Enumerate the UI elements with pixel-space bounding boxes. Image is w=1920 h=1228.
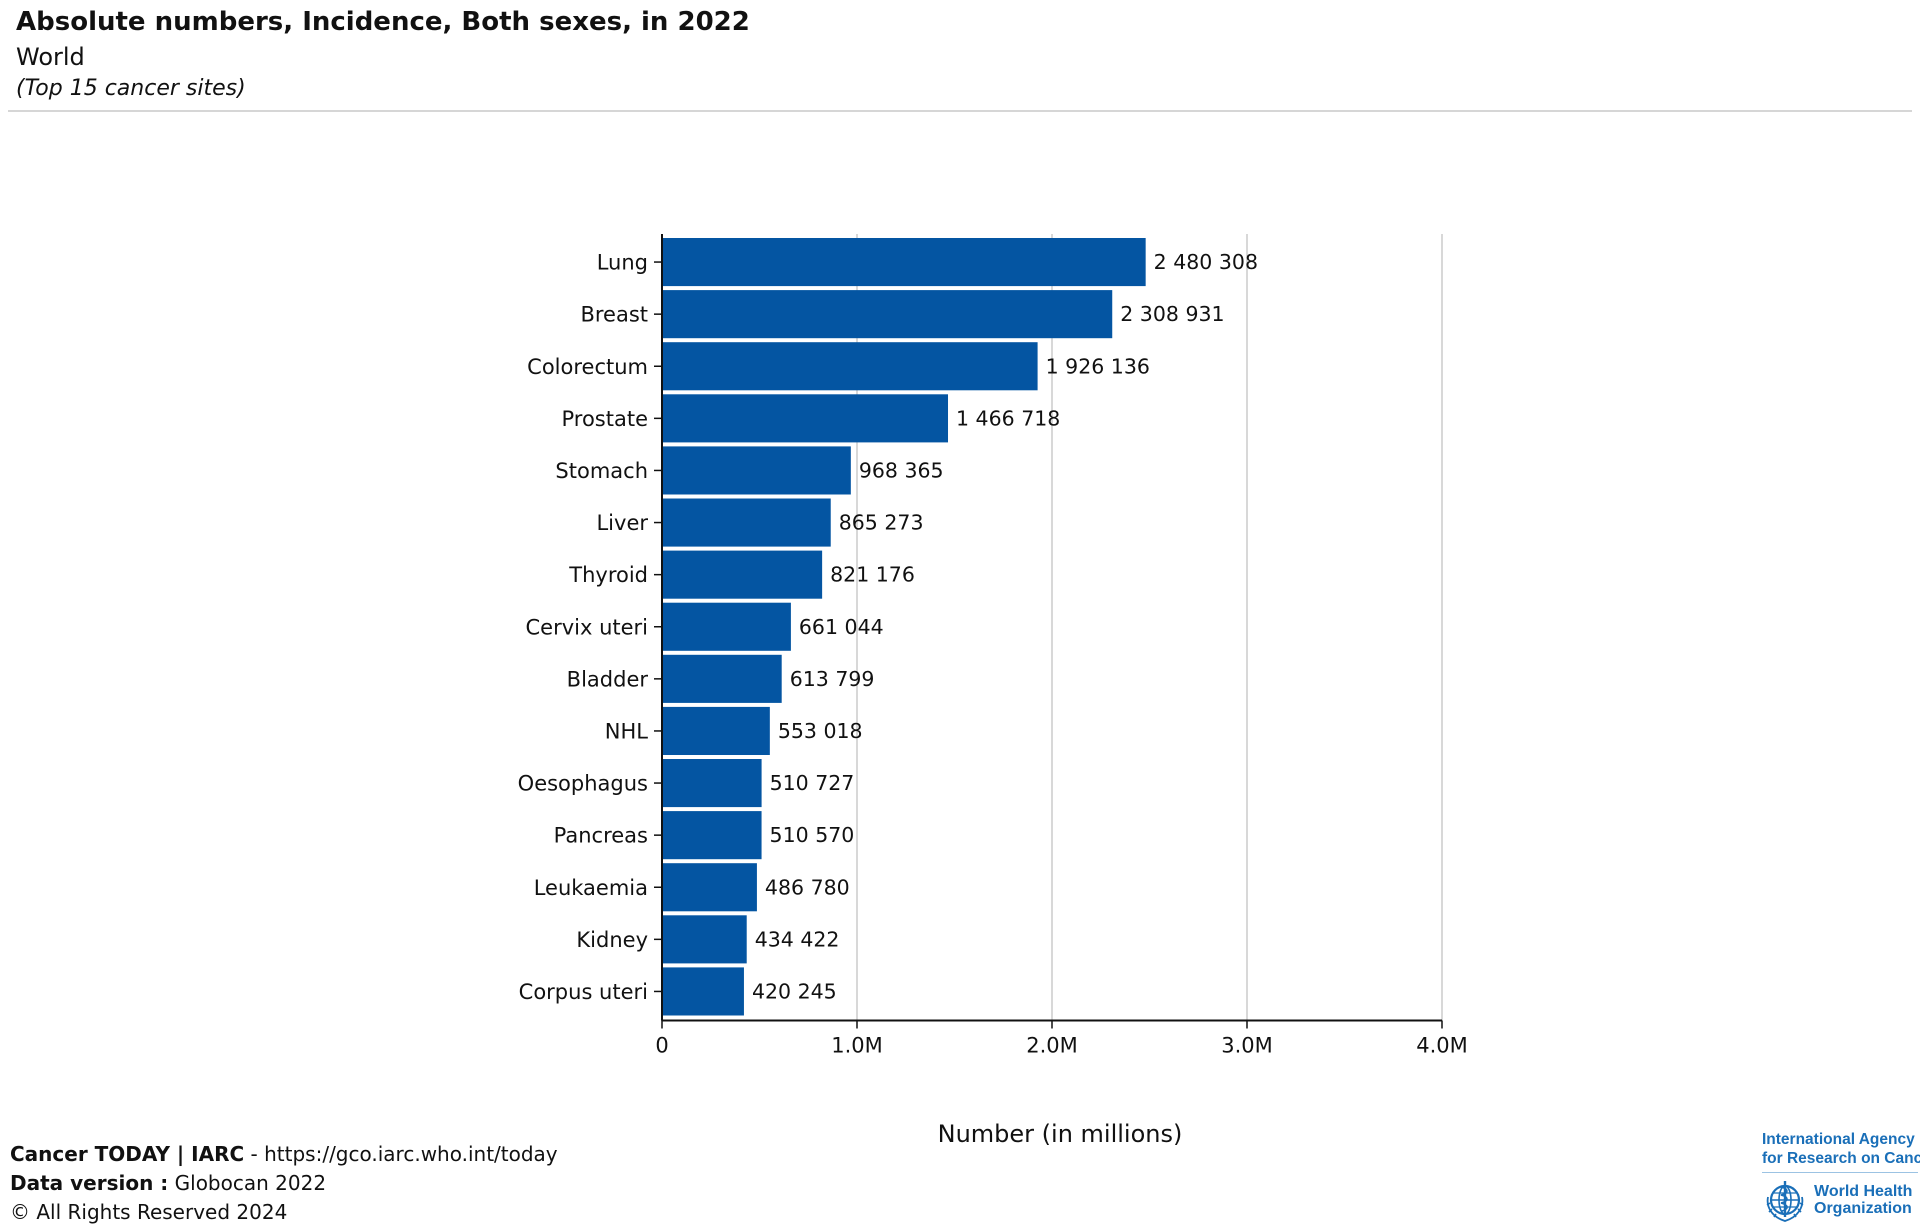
who-name-line2: Organization [1814, 1200, 1912, 1217]
x-tick-label: 4.0M [1416, 1034, 1468, 1058]
value-label: 1 926 136 [1046, 354, 1150, 378]
iarc-name-line1: International Agency [1762, 1131, 1915, 1148]
x-tick-label: 2.0M [1026, 1034, 1078, 1058]
bar [662, 290, 1113, 339]
bar [662, 238, 1146, 287]
value-label: 510 727 [770, 771, 855, 795]
footer-line-version: Data version : Globocan 2022 [10, 1169, 558, 1198]
chart-title: Absolute numbers, Incidence, Both sexes,… [16, 7, 750, 37]
bar-layer [662, 238, 1146, 1016]
value-label: 434 422 [755, 927, 840, 951]
category-label: Oesophagus [518, 772, 648, 796]
bar [662, 394, 949, 443]
axis-layer [654, 234, 1443, 1029]
bar [662, 915, 747, 964]
value-label: 661 044 [799, 615, 884, 639]
bar [662, 446, 851, 495]
who-name: World Health Organization [1814, 1183, 1912, 1217]
category-label: Bladder [567, 667, 649, 691]
value-label: 1 466 718 [956, 406, 1060, 430]
bar [662, 498, 831, 547]
value-label: 613 799 [790, 667, 875, 691]
x-tick-label: 3.0M [1221, 1034, 1273, 1058]
who-name-line1: World Health [1814, 1183, 1913, 1200]
category-label: Leukaemia [534, 876, 648, 900]
value-label: 2 480 308 [1154, 250, 1258, 274]
chart-subtitle: World [16, 43, 85, 71]
bar [662, 759, 762, 808]
category-label: Prostate [561, 407, 648, 431]
who-emblem-icon [1766, 1181, 1804, 1222]
value-label: 510 570 [770, 823, 855, 847]
value-label: 865 273 [839, 511, 924, 535]
value-label: 821 176 [830, 563, 915, 587]
category-label: Colorectum [527, 355, 648, 379]
category-label: Corpus uteri [519, 980, 648, 1004]
value-label: 486 780 [765, 875, 850, 899]
chart-header: Absolute numbers, Incidence, Both sexes,… [16, 4, 1906, 104]
category-label: NHL [605, 719, 649, 743]
category-label: Breast [580, 303, 648, 327]
bar [662, 342, 1038, 391]
grid-layer [856, 234, 1443, 1021]
bar [662, 654, 782, 703]
footer-source-url: - https://gco.iarc.who.int/today [244, 1142, 558, 1166]
bar [662, 602, 791, 651]
category-label: Pancreas [554, 824, 648, 848]
bar [662, 706, 770, 755]
value-label: 968 365 [859, 458, 944, 482]
who-row: World Health Organization [1762, 1177, 1920, 1223]
bar [662, 967, 744, 1016]
header-divider [8, 110, 1912, 112]
x-tick-label: 0 [655, 1034, 668, 1058]
footer-version-label: Data version : [10, 1171, 169, 1195]
footer-version-value: Globocan 2022 [168, 1171, 327, 1195]
logo-separator [1762, 1172, 1918, 1173]
value-label: 553 018 [778, 719, 863, 743]
x-axis-title: Number (in millions) [938, 1120, 1183, 1148]
category-label: Liver [596, 511, 648, 535]
category-label: Stomach [555, 459, 648, 483]
footer-copyright: © All Rights Reserved 2024 [10, 1200, 288, 1224]
x-tick-label: 1.0M [831, 1034, 883, 1058]
category-label: Kidney [576, 928, 648, 952]
category-label: Lung [597, 251, 648, 275]
bar [662, 811, 762, 860]
value-label: 420 245 [752, 979, 837, 1003]
footer-source-name: Cancer TODAY | IARC [10, 1142, 245, 1166]
value-label: 2 308 931 [1120, 302, 1224, 326]
iarc-name-line2: for Research on Cancer [1762, 1150, 1920, 1167]
label-layer: 0 1.0M 2.0M 3.0M 4.0M Lung 2 480 308 Breast 2 30… [518, 250, 1468, 1148]
footer-line-source: Cancer TODAY | IARC - https://gco.iarc.w… [10, 1140, 558, 1169]
chart-note: (Top 15 cancer sites) [16, 76, 246, 101]
bar [662, 863, 757, 912]
bar [662, 550, 823, 599]
category-label: Cervix uteri [525, 615, 648, 639]
iarc-who-logo: International Agency for Research on Can… [1762, 1130, 1920, 1223]
footer: Cancer TODAY | IARC - https://gco.iarc.w… [10, 1140, 558, 1227]
category-label: Thyroid [568, 563, 648, 587]
